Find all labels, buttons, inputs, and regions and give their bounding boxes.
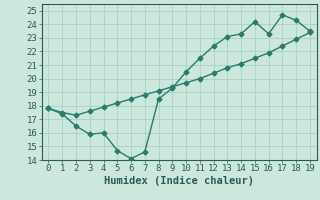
X-axis label: Humidex (Indice chaleur): Humidex (Indice chaleur) (104, 176, 254, 186)
